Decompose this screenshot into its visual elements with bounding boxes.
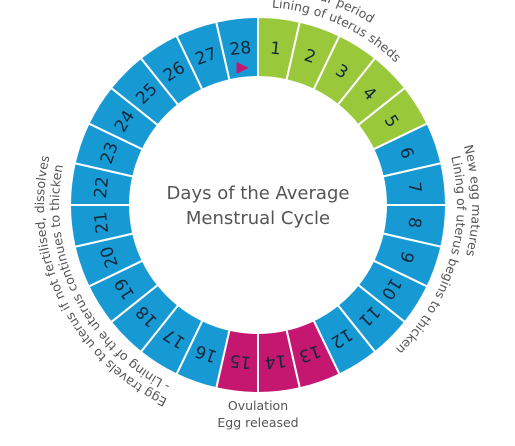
center-title: Menstrual Cycle: [186, 208, 330, 229]
ovulation-label: Egg released: [217, 415, 298, 430]
day-number: 15: [229, 350, 253, 372]
day-number: 1: [269, 38, 282, 59]
ovulation-label: Ovulation: [228, 398, 288, 413]
day-number: 22: [91, 176, 113, 200]
marker: [236, 61, 249, 74]
day-number: 14: [264, 350, 288, 372]
day-number: 8: [403, 216, 424, 229]
day-segment: [214, 15, 259, 82]
day-number: 21: [91, 211, 113, 235]
center-title: Days of the Average: [167, 183, 350, 204]
day-number: 28: [229, 38, 253, 60]
day-number: 7: [403, 181, 424, 194]
